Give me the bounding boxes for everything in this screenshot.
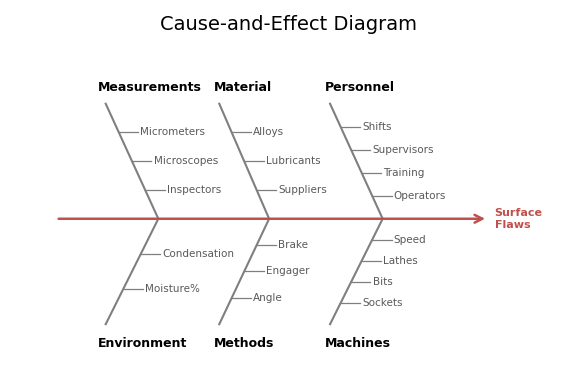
Text: Environment: Environment: [98, 337, 187, 350]
Text: Training: Training: [383, 168, 425, 178]
Text: Sockets: Sockets: [362, 298, 403, 308]
Text: Engager: Engager: [266, 266, 309, 276]
Text: Machines: Machines: [324, 337, 391, 350]
Text: Speed: Speed: [394, 235, 426, 245]
Text: Methods: Methods: [213, 337, 274, 350]
Text: Moisture%: Moisture%: [145, 284, 200, 294]
Text: Surface
Flaws: Surface Flaws: [494, 208, 542, 230]
Text: Material: Material: [213, 81, 272, 94]
Text: Operators: Operators: [394, 191, 446, 201]
Text: Brake: Brake: [278, 240, 308, 250]
Text: Angle: Angle: [253, 293, 283, 303]
Text: Microscopes: Microscopes: [153, 156, 218, 166]
Text: Bits: Bits: [373, 277, 392, 287]
Text: Micrometers: Micrometers: [140, 127, 205, 137]
Text: Lubricants: Lubricants: [266, 156, 320, 166]
Text: Shifts: Shifts: [362, 122, 392, 132]
Text: Lathes: Lathes: [383, 256, 418, 266]
Text: Suppliers: Suppliers: [278, 185, 327, 195]
Text: Condensation: Condensation: [162, 249, 234, 259]
Text: Inspectors: Inspectors: [167, 185, 221, 195]
Text: Measurements: Measurements: [98, 81, 201, 94]
Text: Alloys: Alloys: [253, 127, 284, 137]
Text: Supervisors: Supervisors: [373, 145, 434, 155]
Text: Personnel: Personnel: [324, 81, 395, 94]
Text: Cause-and-Effect Diagram: Cause-and-Effect Diagram: [160, 15, 417, 34]
